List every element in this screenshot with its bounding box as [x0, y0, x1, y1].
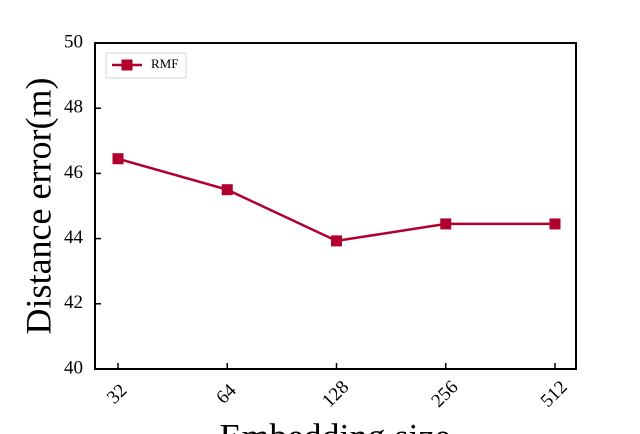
point-marker [331, 235, 342, 247]
y-tick-label: 46 [64, 162, 83, 183]
x-axis-label: Embedding size [220, 416, 451, 434]
series-line [117, 157, 555, 243]
x-tick-label: 256 [427, 377, 462, 412]
point-marker [112, 153, 124, 165]
y-tick-label: 50 [64, 31, 83, 52]
point-marker [549, 218, 561, 230]
legend: RMF [105, 52, 187, 79]
plot-frame [94, 42, 577, 370]
legend-marker [121, 59, 133, 71]
point-marker [221, 184, 233, 196]
y-tick-label: 44 [64, 227, 84, 248]
x-tick-label: 512 [537, 377, 572, 412]
x-tick-label: 64 [212, 380, 241, 409]
y-tick-label: 40 [64, 357, 83, 378]
y-axis-label: Distance error(m) [18, 78, 58, 335]
y-tick-label: 42 [64, 292, 83, 313]
x-tick-label: 32 [103, 380, 131, 408]
x-tick-label: 128 [318, 377, 353, 412]
point-marker [440, 218, 452, 230]
legend-label: RMF [151, 56, 178, 71]
y-tick-label: 48 [64, 97, 83, 118]
